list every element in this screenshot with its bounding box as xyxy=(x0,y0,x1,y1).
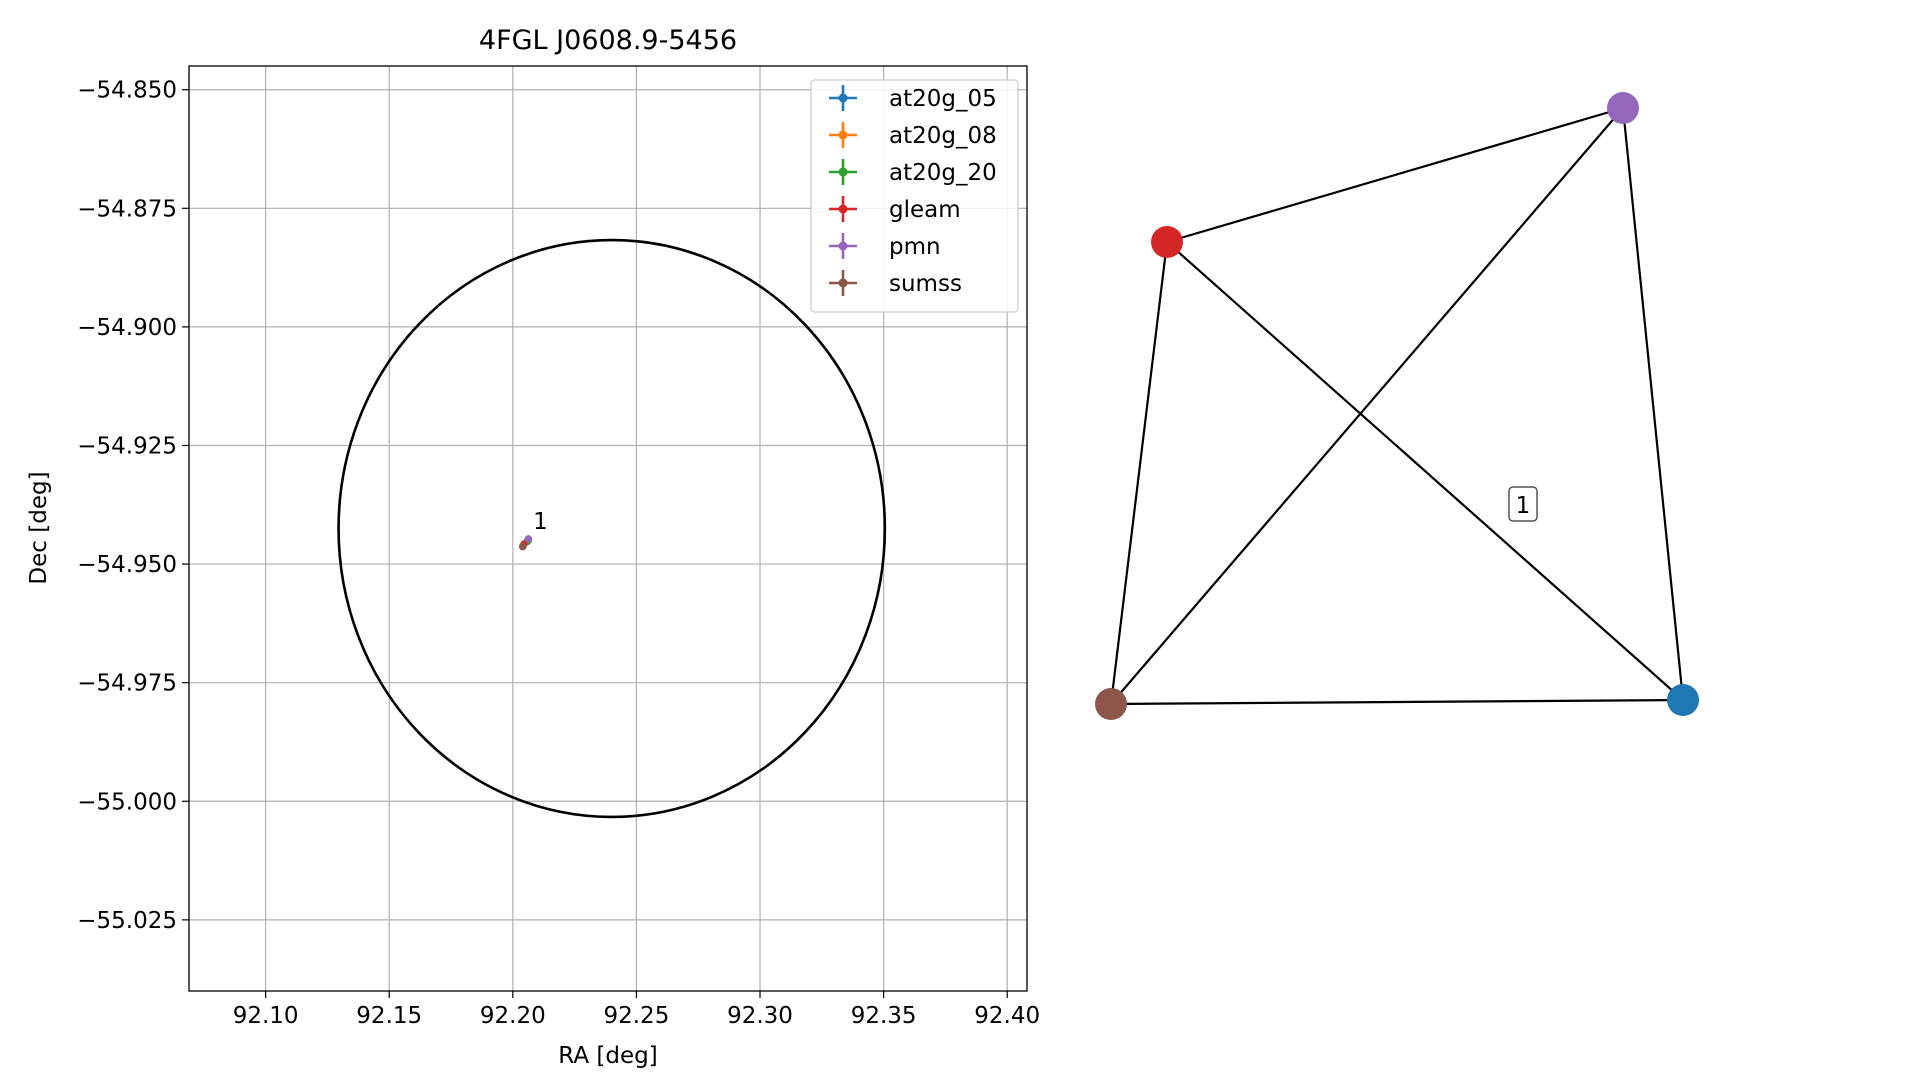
y-tick-label: −55.000 xyxy=(77,789,177,815)
legend-label: at20g_05 xyxy=(889,86,997,112)
x-tick-label: 92.10 xyxy=(233,1003,299,1029)
network-label-text: 1 xyxy=(1516,493,1531,519)
network-panel: 1 xyxy=(1095,92,1699,720)
y-tick-label: −54.900 xyxy=(77,315,177,341)
node-purple xyxy=(1607,92,1639,124)
edge-purple-blue xyxy=(1621,107,1685,701)
edge-red-brown xyxy=(1109,241,1169,705)
edge-red-blue xyxy=(1166,241,1684,701)
scatter-panel: 1 92.10 92.15 92.20 92.25 92.30 92.35 92.40 −5… xyxy=(26,25,1040,1069)
legend-entry-at20g_05: at20g_05 xyxy=(829,85,997,112)
node-blue xyxy=(1667,684,1699,716)
network-edges xyxy=(1109,106,1685,706)
legend-label: sumss xyxy=(889,271,962,297)
x-axis-ticks: 92.10 92.15 92.20 92.25 92.30 92.35 92.40 xyxy=(233,991,1040,1029)
legend-marker-dot xyxy=(838,204,848,214)
x-axis-label: RA [deg] xyxy=(558,1043,657,1069)
x-tick-label: 92.35 xyxy=(851,1003,917,1029)
y-tick-label: −54.975 xyxy=(77,671,177,697)
legend-entry-at20g_20: at20g_20 xyxy=(829,159,997,186)
legend-label: gleam xyxy=(889,197,961,223)
y-axis-label: Dec [deg] xyxy=(26,471,52,584)
node-red xyxy=(1151,226,1183,258)
y-tick-label: −54.950 xyxy=(77,552,177,578)
y-tick-label: −55.025 xyxy=(77,908,177,934)
legend-label: pmn xyxy=(889,234,941,260)
y-tick-label: −54.925 xyxy=(77,433,177,459)
legend-label: at20g_20 xyxy=(889,160,997,186)
edge-red-purple xyxy=(1166,106,1624,244)
network-label-box xyxy=(1508,486,1538,522)
x-tick-label: 92.20 xyxy=(480,1003,546,1029)
legend-entry-sumss: sumss xyxy=(829,270,962,297)
network-nodes xyxy=(1095,92,1699,720)
y-axis-ticks: −54.850 −54.875 −54.900 −54.925 −54.950 −54.9… xyxy=(77,78,189,934)
point-annotation: 1 xyxy=(533,509,548,535)
legend-marker-dot xyxy=(838,167,848,177)
x-tick-label: 92.15 xyxy=(356,1003,422,1029)
network-label: 1 xyxy=(1508,486,1538,522)
legend-entry-gleam: gleam xyxy=(829,196,961,223)
y-tick-label: −54.875 xyxy=(77,196,177,222)
y-tick-label: −54.850 xyxy=(77,78,177,104)
x-tick-label: 92.30 xyxy=(727,1003,793,1029)
plot-area: 1 xyxy=(337,238,887,819)
legend-marker-dot xyxy=(838,278,848,288)
x-tick-label: 92.25 xyxy=(603,1003,669,1029)
legend-entry-pmn: pmn xyxy=(829,233,941,260)
legend-label: at20g_08 xyxy=(889,123,997,149)
point-pmn xyxy=(524,535,533,543)
legend-marker-dot xyxy=(838,241,848,251)
legend-marker-dot xyxy=(838,93,848,103)
error-ellipse xyxy=(337,238,887,819)
node-brown xyxy=(1095,688,1127,720)
chart-title: 4FGL J0608.9-5456 xyxy=(479,25,737,56)
legend-marker-dot xyxy=(838,130,848,140)
axes-frame xyxy=(188,65,1028,992)
edge-brown-blue xyxy=(1110,698,1684,706)
edge-purple-brown xyxy=(1110,107,1624,705)
legend-entry-at20g_08: at20g_08 xyxy=(829,122,997,149)
x-tick-label: 92.40 xyxy=(974,1003,1040,1029)
legend-box xyxy=(810,79,1019,313)
point-sumss xyxy=(518,542,527,551)
